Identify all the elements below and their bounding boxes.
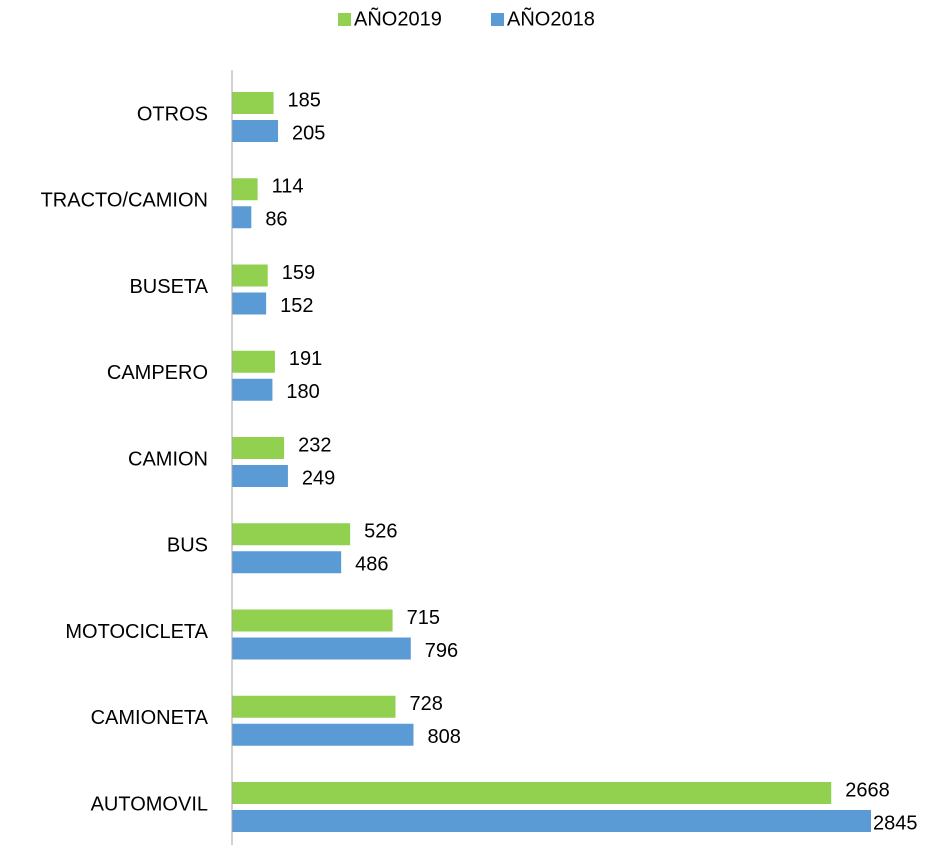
data-label: 185	[288, 89, 321, 111]
data-label: 114	[272, 176, 304, 198]
data-label: 205	[292, 122, 325, 144]
data-label: 249	[302, 467, 335, 489]
legend-label: AÑO2019	[354, 6, 442, 30]
bar	[232, 695, 396, 718]
bar	[232, 350, 275, 373]
legend-swatch	[491, 13, 504, 26]
data-label: 808	[427, 726, 460, 748]
bar	[232, 378, 273, 401]
y-tick-label: CAMION	[128, 448, 208, 470]
legend-label: AÑO2018	[507, 6, 595, 30]
data-label: 2668	[845, 779, 890, 801]
y-tick-label: BUSETA	[129, 276, 208, 298]
bar	[232, 92, 274, 114]
y-tick-label: CAMPERO	[107, 362, 208, 384]
data-label: 180	[286, 381, 319, 403]
bar	[232, 723, 414, 746]
y-tick-label: AUTOMOVIL	[91, 793, 208, 815]
data-label: 232	[298, 434, 331, 456]
data-label: 86	[265, 209, 287, 231]
data-label: 728	[410, 693, 443, 715]
bar	[232, 292, 267, 315]
y-tick-label: MOTOCICLETA	[65, 621, 208, 643]
data-label: 526	[364, 521, 397, 543]
bar	[232, 609, 393, 632]
legend-swatch	[338, 13, 351, 26]
bar	[232, 465, 288, 487]
bar	[232, 810, 871, 832]
data-label: 159	[282, 262, 315, 284]
data-label: 191	[289, 348, 322, 370]
y-tick-label: OTROS	[137, 103, 208, 125]
bar	[232, 178, 258, 201]
y-tick-label: TRACTO/CAMION	[41, 190, 208, 212]
bar	[232, 206, 252, 229]
data-label: 715	[407, 607, 440, 629]
bar	[232, 264, 268, 287]
bar	[232, 637, 411, 660]
bar	[232, 782, 832, 804]
data-label: 486	[355, 554, 388, 576]
data-label: 152	[280, 295, 313, 317]
y-tick-label: CAMIONETA	[91, 707, 209, 729]
data-label: 796	[425, 640, 458, 662]
bar	[232, 437, 285, 459]
bar	[232, 120, 279, 142]
bar	[232, 551, 342, 574]
data-label: 2845	[873, 812, 918, 834]
y-tick-label: BUS	[167, 535, 208, 557]
bar	[232, 523, 351, 546]
